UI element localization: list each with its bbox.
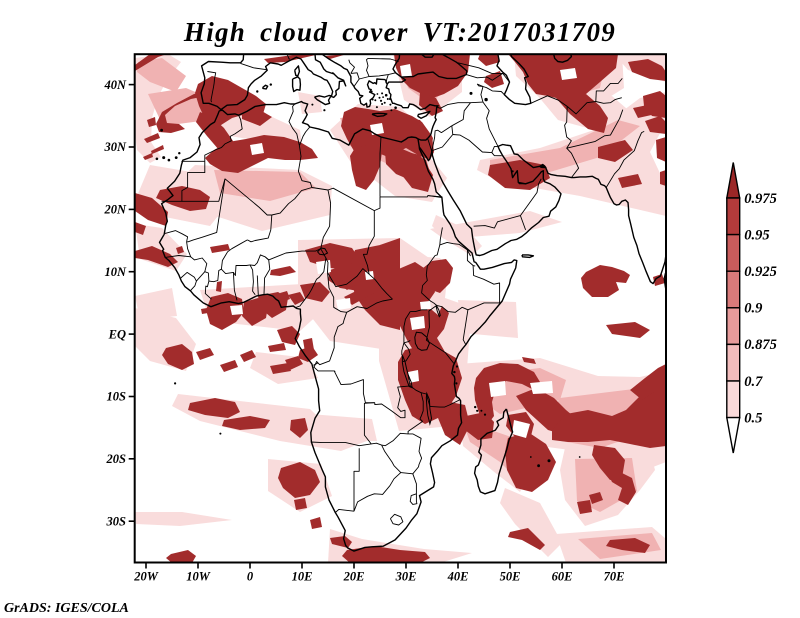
svg-text:0.9: 0.9 <box>744 301 762 317</box>
svg-text:0.875: 0.875 <box>744 337 777 353</box>
svg-text:40N: 40N <box>103 78 127 92</box>
svg-text:10S: 10S <box>107 390 127 404</box>
svg-text:40E: 40E <box>447 570 469 584</box>
svg-text:20E: 20E <box>343 570 365 584</box>
svg-text:0.925: 0.925 <box>744 264 777 280</box>
svg-text:0.5: 0.5 <box>744 410 762 426</box>
svg-text:EQ: EQ <box>108 327 126 341</box>
svg-text:0: 0 <box>247 570 254 584</box>
svg-text:10E: 10E <box>292 570 313 584</box>
svg-text:30N: 30N <box>103 140 127 154</box>
svg-text:10W: 10W <box>186 570 211 584</box>
svg-text:20N: 20N <box>103 203 127 217</box>
svg-text:10N: 10N <box>104 265 127 279</box>
svg-text:30E: 30E <box>395 570 417 584</box>
svg-text:50E: 50E <box>500 570 521 584</box>
svg-text:20S: 20S <box>106 452 127 466</box>
svg-text:30S: 30S <box>106 514 127 528</box>
svg-text:0.975: 0.975 <box>744 191 777 207</box>
svg-text:0.95: 0.95 <box>744 227 769 243</box>
svg-text:GrADS: IGES/COLA: GrADS: IGES/COLA <box>4 601 129 616</box>
svg-text:20W: 20W <box>133 570 159 584</box>
svg-text:60E: 60E <box>552 570 573 584</box>
svg-text:0.7: 0.7 <box>744 374 763 390</box>
svg-text:70E: 70E <box>604 570 625 584</box>
svg-text:High cloud cover VT:2017031: High cloud cover VT:2017031709 <box>183 17 616 47</box>
